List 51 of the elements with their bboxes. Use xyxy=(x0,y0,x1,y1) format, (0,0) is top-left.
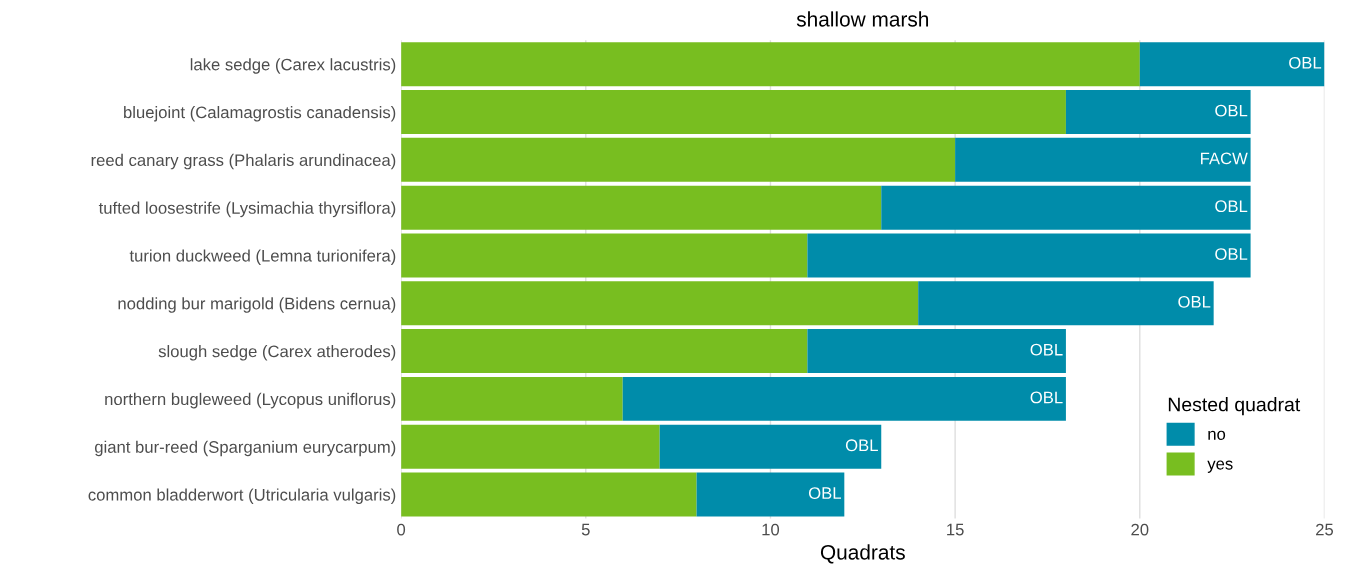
annotation: OBL xyxy=(1215,104,1248,117)
x-tick-label: 15 xyxy=(947,523,964,536)
bar xyxy=(401,42,1140,87)
x-axis-title: Quadrats xyxy=(820,544,905,564)
x-tick-label: 25 xyxy=(1316,523,1334,536)
x-tick-label: 20 xyxy=(1131,523,1149,536)
y-tick-label: reed canary grass (Phalaris arundinacea) xyxy=(91,153,396,170)
annotation: OBL xyxy=(845,439,878,452)
annotation: OBL xyxy=(1178,295,1211,308)
annotation: OBL xyxy=(1289,56,1322,69)
y-tick-label: nodding bur marigold (Bidens cernua) xyxy=(118,297,396,313)
y-tick-label: common bladderwort (Utricularia vulgaris) xyxy=(88,488,396,504)
bar xyxy=(401,329,808,374)
bar xyxy=(1139,42,1325,87)
x-tick-label: 0 xyxy=(397,523,406,536)
bar xyxy=(401,281,919,326)
bar xyxy=(401,376,623,421)
y-tick-label: slough sedge (Carex atherodes) xyxy=(158,345,396,361)
bar xyxy=(881,185,1251,230)
bar xyxy=(659,424,882,469)
y-tick-label: turion duckweed (Lemna turionifera) xyxy=(129,249,396,265)
annotation: OBL xyxy=(1215,200,1248,213)
annotation: OBL xyxy=(1030,391,1063,404)
bar xyxy=(918,281,1214,326)
annotation: OBL xyxy=(808,487,841,499)
bar xyxy=(955,137,1251,182)
bar xyxy=(696,472,845,517)
bar xyxy=(807,233,1251,278)
bar xyxy=(401,185,882,230)
annotation: OBL xyxy=(1030,343,1063,356)
legend-title: Nested quadrat xyxy=(1168,397,1301,416)
x-tick-label: 10 xyxy=(762,523,780,536)
bar xyxy=(622,376,1066,421)
y-tick-label: giant bur-reed (Sparganium eurycarpum) xyxy=(94,440,396,457)
annotation: OBL xyxy=(1215,248,1248,260)
bar xyxy=(401,424,660,469)
legend-label: no xyxy=(1208,430,1226,440)
bar xyxy=(1065,90,1251,135)
y-tick-label: lake sedge (Carex lacustris) xyxy=(190,58,396,74)
bar xyxy=(401,137,956,182)
annotation: FACW xyxy=(1201,152,1248,165)
y-tick-label: bluejoint (Calamagrostis canadensis) xyxy=(124,105,396,122)
chart-title: shallow marsh xyxy=(796,11,929,27)
legend-label: yes xyxy=(1207,460,1233,473)
y-tick-label: northern bugleweed (Lycopus uniflorus) xyxy=(105,392,396,409)
y-tick-label: tufted loosestrife (Lysimachia thyrsiflora) xyxy=(98,201,396,218)
bar xyxy=(401,90,1066,135)
bar xyxy=(401,233,808,278)
x-tick-label: 5 xyxy=(581,523,590,536)
bar xyxy=(807,329,1066,374)
bar xyxy=(401,472,697,517)
